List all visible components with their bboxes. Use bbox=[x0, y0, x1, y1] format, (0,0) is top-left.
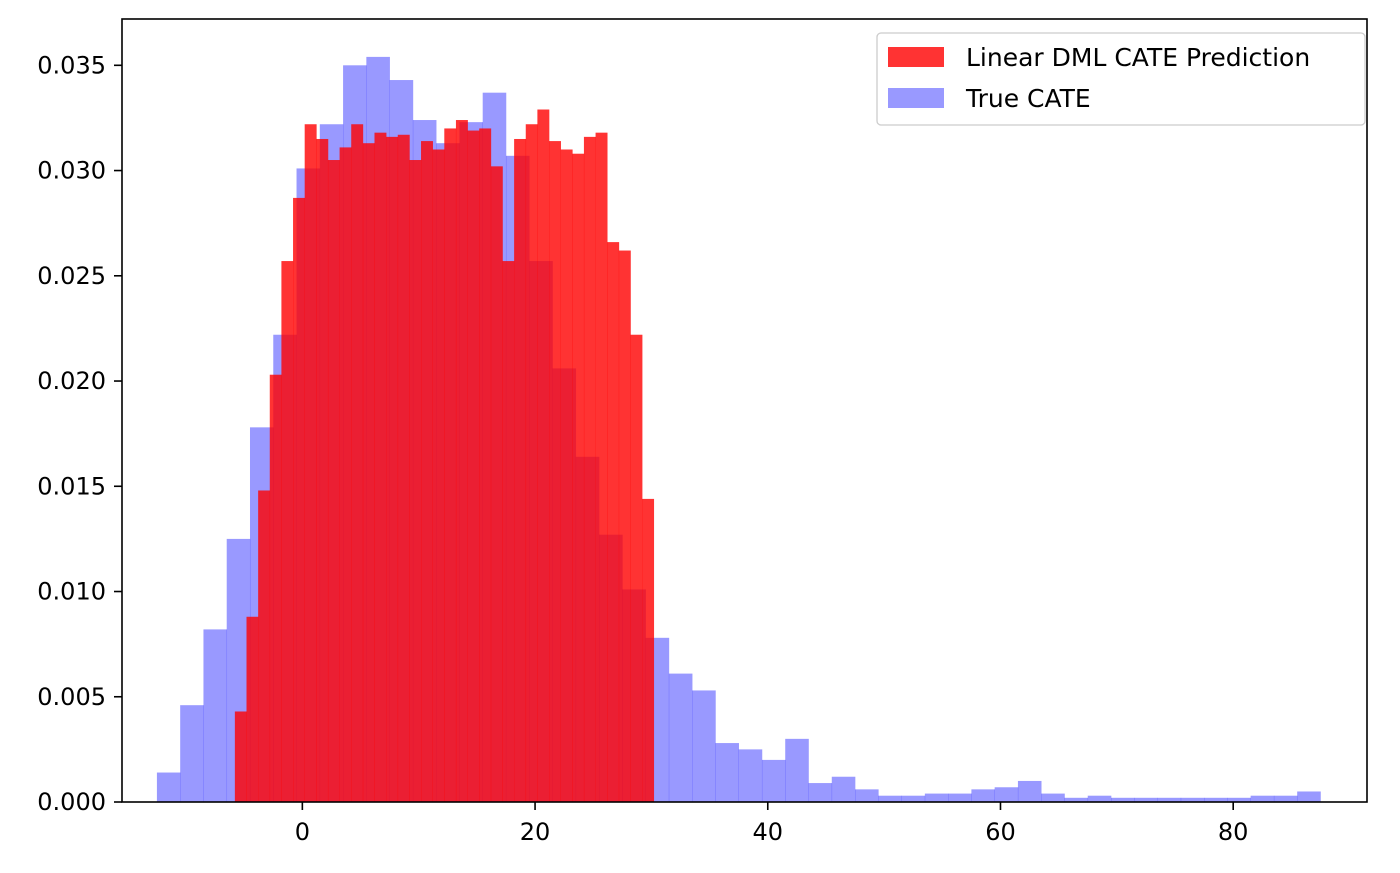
true-cate-bar bbox=[994, 787, 1019, 802]
prediction-bar bbox=[409, 160, 422, 802]
prediction-bar bbox=[281, 261, 294, 802]
prediction-bar bbox=[246, 616, 259, 802]
prediction-bar bbox=[304, 124, 317, 803]
x-tick-label: 80 bbox=[1218, 818, 1249, 846]
prediction-bar bbox=[397, 134, 410, 802]
true-cate-bar bbox=[715, 743, 739, 802]
true-cate-bar bbox=[1157, 797, 1182, 802]
prediction-bar bbox=[362, 143, 375, 802]
y-tick-label: 0.015 bbox=[37, 472, 106, 500]
x-axis: 0 20 40 60 80 bbox=[295, 802, 1249, 846]
true-cate-bar bbox=[831, 776, 856, 802]
prediction-bar bbox=[339, 147, 352, 802]
true-cate-bar bbox=[1227, 797, 1251, 802]
prediction-bar bbox=[618, 250, 631, 802]
x-tick-label: 60 bbox=[985, 818, 1016, 846]
prediction-bar bbox=[583, 136, 596, 802]
true-cate-bar bbox=[1297, 791, 1321, 802]
prediction-bar bbox=[258, 490, 271, 802]
true-cate-bar bbox=[948, 793, 972, 802]
y-tick-label: 0.030 bbox=[37, 157, 106, 185]
legend-swatch-true-cate bbox=[888, 88, 944, 108]
true-cate-bar bbox=[785, 738, 809, 802]
true-cate-bar bbox=[971, 789, 995, 802]
prediction-bar bbox=[421, 141, 433, 802]
true-cate-bar bbox=[1180, 797, 1205, 802]
prediction-bars bbox=[234, 109, 655, 803]
true-cate-bar bbox=[180, 705, 204, 802]
prediction-bar bbox=[549, 141, 561, 802]
legend-swatch-prediction bbox=[888, 47, 944, 67]
y-tick-label: 0.005 bbox=[37, 683, 106, 711]
prediction-bar bbox=[374, 132, 387, 802]
prediction-bar bbox=[502, 261, 515, 802]
true-cate-bar bbox=[668, 673, 693, 802]
true-cate-bar bbox=[1041, 793, 1065, 802]
true-cate-bar bbox=[1017, 780, 1042, 802]
true-cate-bar bbox=[1273, 795, 1298, 802]
prediction-bar bbox=[351, 124, 364, 803]
prediction-bar bbox=[630, 334, 643, 802]
prediction-bar bbox=[560, 149, 573, 802]
axes-frame bbox=[121, 18, 1368, 803]
prediction-bar bbox=[269, 374, 282, 802]
prediction-bar bbox=[572, 153, 585, 802]
true-cate-bar bbox=[156, 772, 181, 802]
prediction-bar bbox=[293, 197, 305, 802]
prediction-bar bbox=[234, 711, 247, 802]
prediction-bar bbox=[432, 149, 445, 802]
true-cate-bar bbox=[761, 759, 786, 802]
true-cate-bar bbox=[924, 793, 949, 802]
true-cate-bar bbox=[808, 783, 833, 802]
y-tick-label: 0.020 bbox=[37, 367, 106, 395]
prediction-bar bbox=[479, 128, 492, 802]
prediction-bar bbox=[607, 242, 620, 803]
true-cate-bar bbox=[1064, 797, 1089, 802]
true-cate-bar bbox=[1250, 795, 1275, 802]
x-tick-label: 40 bbox=[752, 818, 783, 846]
true-cate-bar bbox=[203, 629, 228, 802]
prediction-bar bbox=[327, 160, 340, 802]
true-cate-bar bbox=[738, 749, 763, 802]
y-tick-label: 0.010 bbox=[37, 578, 106, 606]
prediction-bar bbox=[595, 132, 608, 802]
true-cate-bar bbox=[1111, 797, 1135, 802]
prediction-bar bbox=[514, 138, 527, 803]
true-cate-bar bbox=[1204, 797, 1228, 802]
prediction-bar bbox=[386, 136, 399, 802]
prediction-bar bbox=[316, 138, 329, 803]
y-tick-label: 0.000 bbox=[37, 788, 106, 816]
true-cate-bar bbox=[1134, 797, 1158, 802]
y-tick-label: 0.035 bbox=[37, 51, 106, 79]
true-cate-bar bbox=[1087, 795, 1112, 802]
x-tick-label: 0 bbox=[295, 818, 310, 846]
legend-label-true-cate: True CATE bbox=[965, 84, 1091, 113]
true-cate-bar bbox=[878, 795, 902, 802]
y-axis: 0.000 0.005 0.010 0.015 0.020 0.025 0.030 0.035 bbox=[37, 51, 122, 816]
legend: Linear DML CATE Prediction True CATE bbox=[876, 32, 1366, 126]
x-tick-label: 20 bbox=[520, 818, 551, 846]
prediction-bar bbox=[537, 109, 550, 802]
true-cate-bar bbox=[692, 690, 716, 802]
y-tick-label: 0.025 bbox=[37, 262, 106, 290]
true-cate-bar bbox=[901, 795, 926, 802]
legend-label-prediction: Linear DML CATE Prediction bbox=[966, 43, 1310, 72]
prediction-bar bbox=[467, 130, 480, 802]
prediction-bar bbox=[444, 128, 457, 802]
prediction-bar bbox=[455, 120, 468, 802]
prediction-bar bbox=[642, 498, 655, 802]
prediction-bar bbox=[490, 166, 503, 803]
prediction-bar bbox=[525, 124, 538, 803]
true-cate-bar bbox=[855, 789, 879, 802]
legend-box bbox=[876, 32, 1366, 126]
